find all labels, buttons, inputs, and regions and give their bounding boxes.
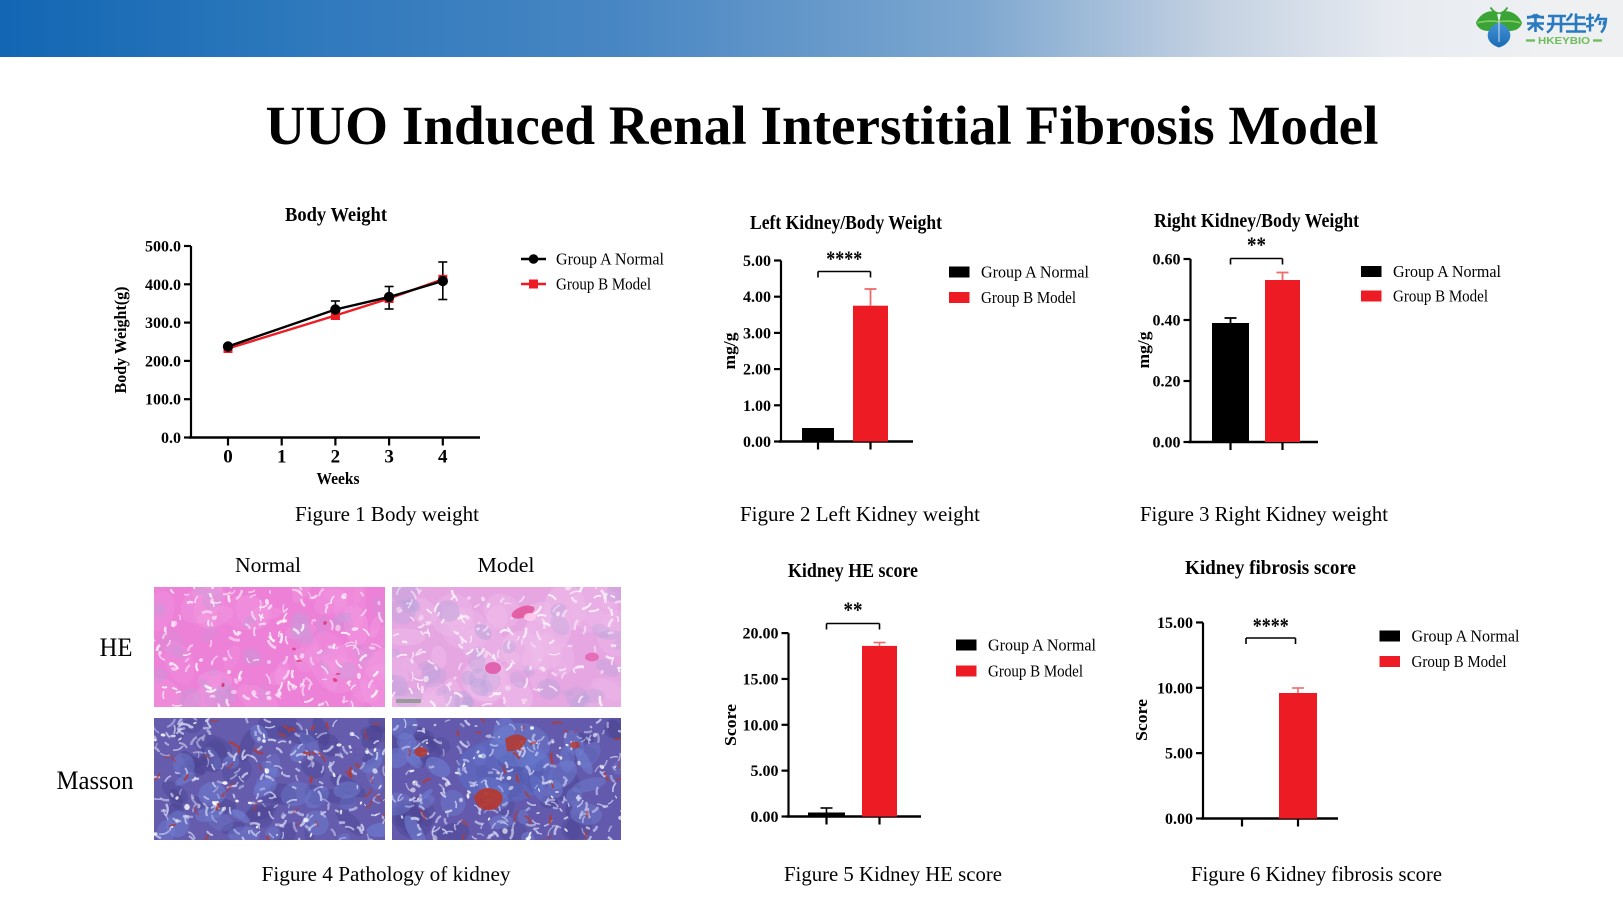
svg-text:Left Kidney/Body Weight: Left Kidney/Body Weight	[750, 212, 942, 234]
svg-text:5.00: 5.00	[743, 253, 771, 270]
svg-text:Figure 1 Body weight: Figure 1 Body weight	[295, 502, 479, 526]
svg-text:Score: Score	[721, 704, 740, 746]
svg-text:Masson: Masson	[57, 766, 134, 795]
svg-text:20.00: 20.00	[743, 626, 779, 643]
svg-text:0.00: 0.00	[743, 434, 771, 451]
svg-text:Figure 3 Right Kidney weight: Figure 3 Right Kidney weight	[1140, 502, 1388, 526]
svg-text:Group B Model: Group B Model	[1393, 287, 1488, 306]
svg-text:0.00: 0.00	[1153, 435, 1181, 452]
svg-text:Group A Normal: Group A Normal	[981, 263, 1089, 282]
svg-text:Body Weight(g): Body Weight(g)	[111, 287, 130, 394]
svg-text:500.0: 500.0	[145, 239, 181, 256]
svg-text:400.0: 400.0	[145, 277, 181, 294]
svg-text:Right Kidney/Body Weight: Right Kidney/Body Weight	[1154, 210, 1359, 232]
svg-text:300.0: 300.0	[145, 315, 181, 332]
svg-text:0: 0	[223, 447, 233, 468]
svg-text:Figure 6 Kidney fibrosis score: Figure 6 Kidney fibrosis score	[1191, 862, 1442, 886]
svg-text:**: **	[1247, 232, 1266, 257]
svg-text:Score: Score	[1132, 699, 1151, 741]
svg-text:Kidney HE score: Kidney HE score	[788, 560, 918, 582]
svg-text:200.0: 200.0	[145, 353, 181, 370]
svg-text:Figure 5 Kidney HE score: Figure 5 Kidney HE score	[784, 862, 1002, 886]
svg-text:HE: HE	[100, 633, 133, 662]
svg-text:**: **	[844, 597, 863, 622]
svg-text:Figure 2 Left Kidney weight: Figure 2 Left Kidney weight	[740, 502, 980, 526]
svg-text:Model: Model	[478, 553, 535, 577]
svg-text:10.00: 10.00	[743, 717, 779, 734]
svg-text:1.00: 1.00	[743, 398, 771, 415]
svg-text:mg/g: mg/g	[1134, 331, 1153, 369]
svg-text:Group A Normal: Group A Normal	[1393, 262, 1501, 281]
svg-text:Weeks: Weeks	[317, 469, 360, 488]
svg-text:2: 2	[331, 447, 341, 468]
svg-text:****: ****	[826, 246, 862, 271]
svg-text:0.60: 0.60	[1153, 252, 1181, 269]
svg-text:3.00: 3.00	[743, 325, 771, 342]
svg-text:0.00: 0.00	[1165, 811, 1193, 828]
svg-text:4.00: 4.00	[743, 289, 771, 306]
svg-text:15.00: 15.00	[743, 671, 779, 688]
svg-text:Group A Normal: Group A Normal	[556, 250, 664, 269]
svg-text:mg/g: mg/g	[720, 332, 739, 370]
svg-text:0.00: 0.00	[751, 809, 779, 826]
svg-text:Group A Normal: Group A Normal	[1412, 627, 1520, 646]
svg-text:4: 4	[438, 447, 448, 468]
svg-text:100.0: 100.0	[145, 392, 181, 409]
svg-text:Group B Model: Group B Model	[556, 275, 651, 294]
svg-text:2.00: 2.00	[743, 362, 771, 379]
svg-text:10.00: 10.00	[1157, 680, 1193, 697]
svg-text:0.20: 0.20	[1153, 374, 1181, 391]
svg-text:Body Weight: Body Weight	[285, 204, 387, 226]
svg-text:5.00: 5.00	[1165, 746, 1193, 763]
svg-text:Group B Model: Group B Model	[1412, 652, 1507, 671]
svg-text:Group A Normal: Group A Normal	[988, 636, 1096, 655]
svg-text:Kidney fibrosis score: Kidney fibrosis score	[1185, 557, 1356, 579]
svg-text:0.40: 0.40	[1153, 313, 1181, 330]
svg-text:0.0: 0.0	[161, 430, 181, 447]
svg-text:Group B Model: Group B Model	[981, 288, 1076, 307]
svg-text:UUO Induced Renal Interstitial: UUO Induced Renal Interstitial Fibrosis …	[266, 95, 1379, 156]
svg-text:****: ****	[1253, 613, 1289, 638]
svg-text:3: 3	[384, 447, 394, 468]
svg-text:1: 1	[277, 447, 287, 468]
svg-text:Group B Model: Group B Model	[988, 662, 1083, 681]
svg-text:15.00: 15.00	[1157, 615, 1193, 632]
svg-text:HKEYBIO: HKEYBIO	[1538, 35, 1590, 47]
svg-text:Normal: Normal	[235, 553, 301, 577]
svg-text:5.00: 5.00	[751, 763, 779, 780]
svg-text:Figure 4 Pathology of kidney: Figure 4 Pathology of kidney	[262, 862, 511, 886]
